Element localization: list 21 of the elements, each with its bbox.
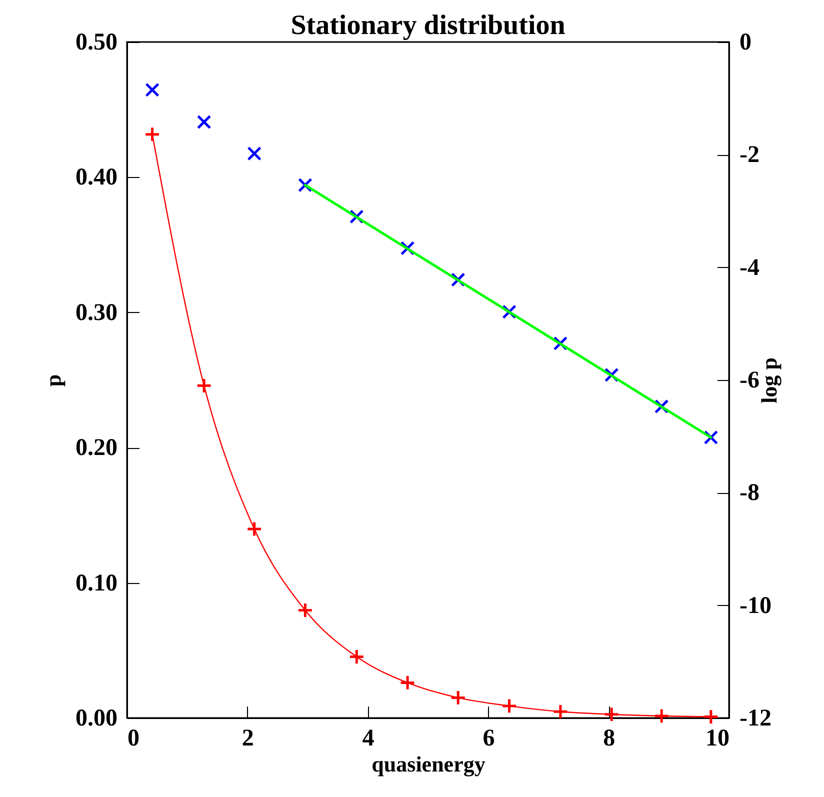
x-axis-title: quasienergy (372, 752, 486, 776)
y2-tick-label: -2 (740, 142, 760, 168)
y2-tick-label: 0 (740, 30, 752, 56)
y2-tick-label: -10 (740, 592, 772, 619)
x-tick-label: 0 (128, 726, 140, 752)
x-tick-label: 6 (482, 726, 495, 752)
x-tick-label: 8 (603, 726, 616, 752)
y-tick-label: 0.40 (76, 164, 118, 191)
y-axis-title: p (40, 374, 66, 387)
y-tick-label: 0.30 (76, 300, 118, 326)
y-tick-label: 0.50 (76, 30, 118, 56)
chart-title: Stationary distribution (290, 10, 566, 41)
x-tick-label: 2 (242, 726, 254, 752)
y2-tick-label: -4 (740, 254, 760, 281)
y2-tick-label: -12 (740, 706, 772, 732)
y-tick-label: 0.10 (76, 570, 118, 596)
y-tick-label: 0.00 (76, 706, 118, 732)
x-tick-label: 4 (362, 726, 374, 752)
y-tick-label: 0.20 (76, 435, 118, 462)
y2-tick-label: -8 (740, 480, 760, 506)
x-tick-label: 10 (706, 726, 730, 752)
